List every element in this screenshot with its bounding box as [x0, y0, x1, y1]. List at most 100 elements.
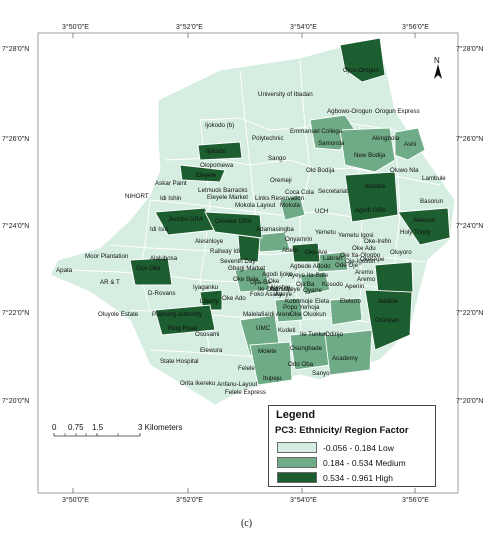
place-labran: Labran — [323, 255, 343, 262]
place-oja-ba: Oja'Ba — [296, 281, 315, 288]
region-kudeti — [274, 297, 304, 323]
coord-bottom-3: 3°54'0"E — [290, 496, 317, 504]
place-oremeji: Oremeji — [270, 177, 292, 184]
place-nihort: NIHORT — [125, 193, 149, 200]
coord-left-3: 7°24'0"N — [2, 222, 29, 230]
coord-bottom-2: 3°52'0"E — [176, 496, 203, 504]
region-eleyele — [179, 164, 226, 183]
place-new-bodija: New Bodija — [354, 152, 386, 159]
place-samonda: Samonda — [318, 140, 345, 147]
place-elekuro: Elekuro — [340, 298, 362, 305]
place-odo-oba: Odo Oba — [288, 361, 314, 368]
place-oranyan: Oranyan — [375, 317, 399, 324]
right-coordinates: 7°28'0"N 7°26'0"N 7°24'0"N 7°22'0"N 7°20… — [456, 45, 483, 405]
place-oluyole-estate: Oluyole Estate — [98, 311, 139, 318]
figure-caption: (c) — [240, 518, 253, 529]
place-onyarnrin: Onyarnrin — [285, 236, 313, 243]
legend-label-high: 0.534 - 0.961 High — [323, 472, 393, 483]
north-label: N — [434, 56, 440, 65]
place-oke: Oke — [268, 278, 280, 285]
place-eleta: Eleta — [315, 298, 330, 305]
coord-top-3: 3°54'0"E — [290, 23, 317, 31]
legend-title: Legend — [276, 409, 316, 421]
region-ijokodo — [197, 141, 243, 161]
place-ile-tuntun: Ile Tuntun — [300, 331, 328, 338]
place-planning-authority: Planning Authority — [152, 311, 203, 318]
region-oke-are — [314, 251, 349, 273]
place-adekile: Adekile — [378, 298, 399, 305]
scale-tick-0: 0 — [52, 423, 57, 432]
coord-left-1: 7°28'0"N — [2, 45, 29, 53]
legend-swatch-low — [277, 442, 317, 453]
region-apejo — [374, 261, 414, 296]
place-oke-ado: Oke Ado — [222, 295, 246, 302]
place-oluyoro: Oluyoro — [390, 249, 412, 256]
place-yemetu: Yemetu — [315, 229, 336, 236]
place-alekuso: Alekuso — [413, 217, 436, 224]
place-ar-t: AR & T — [100, 279, 120, 286]
legend-item-low: -0.056 - 0.184 Low — [277, 441, 394, 454]
place-ayeye-ita-bale: Ayeye Ita-Bale — [288, 272, 329, 279]
north-arrow: N — [430, 55, 446, 81]
medium-regions — [234, 114, 426, 386]
coord-right-4: 7°22'0"N — [456, 309, 483, 317]
place-ring-road: Ring Road — [168, 325, 198, 332]
place-oke-oluokun: Oke Oluokun — [290, 311, 327, 318]
place-akinlolu: Akinlolu — [270, 286, 292, 293]
place-umc: UMC — [256, 325, 271, 332]
place-elewura: Elewura — [200, 347, 223, 354]
place-malelafia: Malelafia — [243, 311, 268, 318]
place-gbagi-market: Gbagi Market — [228, 265, 265, 272]
place-eleyele: Eleyele — [196, 172, 217, 179]
coord-left-4: 7°22'0"N — [2, 309, 29, 317]
place-apenin: Apenin — [345, 283, 365, 290]
legend-swatch-medium — [277, 457, 317, 468]
region-ashi — [394, 127, 426, 161]
place-orita-ikereku: Orita Ikereku — [180, 380, 216, 387]
north-arrow-icon: N — [434, 56, 442, 79]
legend-subtitle: PC3: Ethnicity/ Region Factor — [275, 425, 409, 436]
legend-item-high: 0.534 - 0.961 High — [277, 471, 393, 484]
coord-top-1: 3°50'0"E — [62, 23, 89, 31]
place-eleyele-market: Eleyele Market — [207, 194, 248, 201]
region-ojoo-orogun — [339, 37, 386, 83]
region-academy — [324, 329, 373, 376]
legend-swatch-high — [277, 472, 317, 483]
legend-item-medium: 0.184 - 0.534 Medium — [277, 456, 406, 469]
place-labels: Ojoo-Orogun University of Ibadan Agbowo-… — [56, 67, 446, 396]
place-sango: Sango — [268, 155, 286, 162]
coord-bottom-4: 3°56'0"E — [402, 496, 429, 504]
place-ikolaba: Ikolaba — [365, 183, 386, 190]
place-mokola-layout: Mokola Layout — [235, 202, 276, 209]
region-new-bodija — [339, 127, 396, 173]
place-alesinloye: Alesinloye — [195, 238, 224, 245]
place-oluwo-nla: Oluwo Nla — [390, 167, 419, 174]
place-idi-arere: Idi Arere — [268, 311, 292, 318]
place-ajeshie: Ajeshie — [270, 284, 291, 291]
place-links-reservation: Links Reservation — [255, 195, 305, 202]
top-coordinates: 3°50'0"E 3°52'0"E 3°54'0"E 3°56'0"E — [62, 23, 429, 38]
place-oso-oke: Oso Oke — [136, 265, 161, 272]
region-onireke-gra — [204, 211, 263, 239]
region-oso-oke — [129, 257, 173, 286]
region-oke-apo — [291, 242, 321, 263]
legend: Legend PC3: Ethnicity/ Region Factor -0.… — [268, 405, 436, 487]
place-oje-igosun: Oje-Igosun — [345, 258, 376, 265]
coord-left-5: 7°20'0"N — [2, 397, 29, 405]
place-popo-yemoja: Popo Yemoja — [283, 304, 320, 311]
place-old-bodija: Old Bodija — [306, 167, 335, 174]
place-seventh-day: Seventh Day — [220, 258, 256, 265]
place-agodi-ijoko: Agodi Ijoko — [262, 271, 293, 278]
place-osungbade: Osungbade — [290, 345, 323, 352]
scale-bar: 0 0.75 1.5 3 Kilometers — [40, 420, 220, 450]
left-coordinates: 7°28'0"N 7°26'0"N 7°24'0"N 7°22'0"N 7°20… — [2, 45, 29, 405]
place-adamasingba: Adamasingba — [256, 226, 294, 233]
place-itupeju: Itupeju — [263, 375, 282, 382]
legend-label-medium: 0.184 - 0.534 Medium — [323, 457, 406, 468]
place-basorun: Basorun — [420, 198, 444, 205]
region-oranyan — [364, 289, 413, 351]
place-moor-plantation: Moor Plantation — [85, 253, 129, 260]
coord-top-4: 3°56'0"E — [402, 23, 429, 31]
region-agodi-gra — [344, 171, 399, 223]
